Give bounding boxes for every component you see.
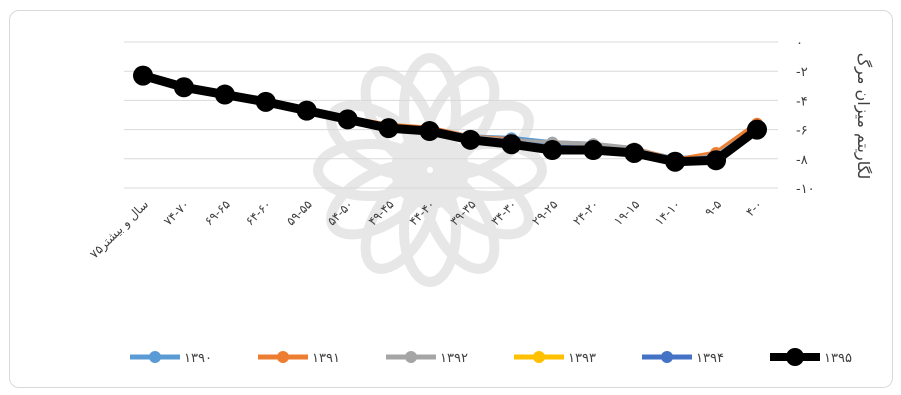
data-point	[296, 100, 317, 121]
data-point	[173, 77, 194, 98]
legend-label: ۱۳۹۱	[312, 351, 340, 366]
legend-item: ۱۳۹۳	[514, 351, 596, 366]
data-point	[255, 91, 276, 112]
data-point	[133, 65, 153, 86]
x-tick-label: ۶۹-۶۵	[202, 197, 233, 228]
x-tick-label: ۵۴-۵۰	[325, 197, 356, 228]
y-axis-ticks: ۰ -۲ -۴ -۶ -۸ -۱۰	[796, 36, 815, 197]
legend-item: ۱۳۹۲	[386, 351, 468, 366]
series-line	[141, 71, 760, 167]
legend-swatch-marker	[405, 351, 417, 363]
data-point	[542, 140, 563, 161]
data-point	[419, 121, 440, 142]
data-point	[460, 129, 481, 150]
y-tick-label: ۰	[796, 36, 803, 51]
x-tick-label: ۳۴-۳۰	[488, 197, 519, 228]
data-point	[337, 109, 358, 130]
series-group	[133, 65, 767, 172]
legend-label: ۱۳۹۵	[824, 351, 852, 366]
x-tick-label: ۵۹-۵۵	[284, 197, 315, 228]
data-point	[378, 118, 399, 139]
legend-label: ۱۳۹۲	[440, 351, 468, 366]
y-axis-label: لگاریتم میزان مرگ	[853, 53, 873, 180]
data-point	[747, 119, 767, 140]
data-point	[583, 140, 604, 161]
data-point	[706, 150, 727, 171]
y-tick-label: -۱۰	[796, 182, 815, 197]
legend-label: ۱۳۹۰	[184, 351, 212, 366]
legend-swatch-marker	[149, 351, 161, 363]
x-tick-label: ۹-۵	[702, 197, 724, 219]
legend-item: ۱۳۹۵	[770, 348, 852, 366]
legend-item: ۱۳۹۰	[130, 351, 212, 366]
data-point	[214, 84, 235, 105]
legend-label: ۱۳۹۳	[568, 351, 596, 366]
legend-label: ۱۳۹۴	[696, 351, 724, 366]
x-tick-label: ۶۴-۶۰	[243, 197, 274, 228]
x-tick-label: ۱۴-۱۰	[652, 197, 683, 228]
x-tick-label: ۱۹-۱۵	[611, 197, 642, 228]
series-6	[133, 65, 767, 172]
x-tick-label: ۲۹-۲۵	[529, 197, 560, 228]
watermark-emblem	[313, 53, 547, 287]
data-point	[624, 142, 645, 163]
legend: ۱۳۹۰ ۱۳۹۱ ۱۳۹۲ ۱۳۹۳ ۱۳۹۴ ۱۳۹۵	[130, 348, 852, 366]
x-tick-label: ۷۵سال و بیشتر	[87, 197, 152, 262]
y-tick-label: -۲	[796, 65, 808, 80]
data-point	[665, 151, 686, 172]
legend-swatch-marker	[277, 351, 289, 363]
legend-swatch-marker	[786, 348, 804, 366]
legend-swatch-marker	[533, 351, 545, 363]
y-tick-label: -۶	[796, 124, 808, 139]
legend-item: ۱۳۹۴	[642, 351, 724, 366]
y-tick-label: -۸	[796, 153, 808, 168]
data-point	[501, 134, 522, 155]
x-tick-label: ۲۴-۲۰	[570, 197, 601, 228]
x-tick-label: ۴-۰	[743, 197, 765, 219]
y-tick-label: -۴	[796, 94, 808, 109]
legend-swatch-marker	[661, 351, 673, 363]
x-tick-label: ۷۴-۷۰	[161, 197, 192, 228]
legend-item: ۱۳۹۱	[258, 351, 340, 366]
